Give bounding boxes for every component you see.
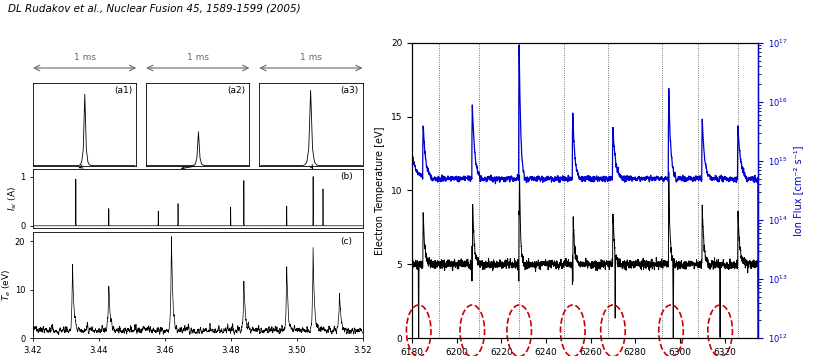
Text: (a2): (a2) (227, 86, 246, 95)
Text: (a1): (a1) (114, 86, 132, 95)
Y-axis label: Electron Temperature [eV]: Electron Temperature [eV] (375, 126, 386, 255)
Y-axis label: Ion Flux [cm⁻² s⁻¹]: Ion Flux [cm⁻² s⁻¹] (794, 145, 803, 236)
Y-axis label: $T_e$ (eV): $T_e$ (eV) (1, 269, 13, 301)
Text: 1 ms: 1 ms (73, 53, 96, 62)
Text: (b): (b) (340, 172, 353, 181)
Text: (a3): (a3) (340, 86, 358, 95)
Text: 1 ms: 1 ms (300, 53, 322, 62)
Y-axis label: $I_{si}$ (A): $I_{si}$ (A) (7, 186, 19, 211)
Text: DL Rudakov et al., Nuclear Fusion 45, 1589-1599 (2005): DL Rudakov et al., Nuclear Fusion 45, 15… (8, 4, 301, 14)
Text: 1 ms: 1 ms (187, 53, 208, 62)
Text: (c): (c) (340, 237, 353, 246)
